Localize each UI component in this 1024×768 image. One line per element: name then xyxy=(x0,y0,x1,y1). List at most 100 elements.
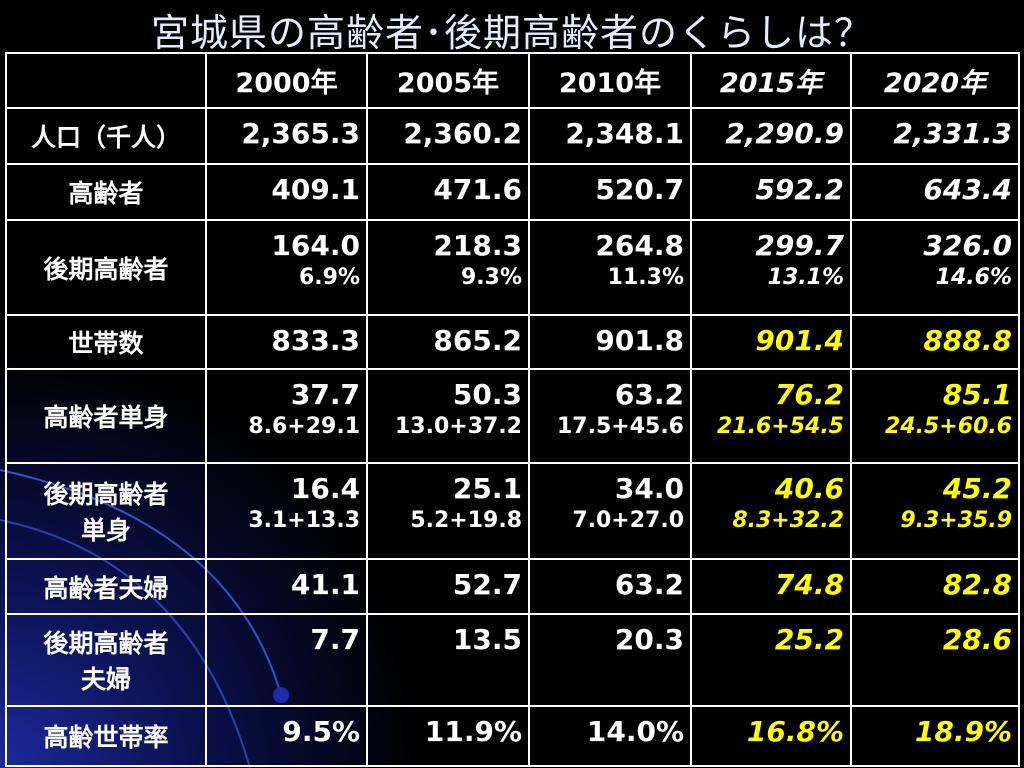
row-label: 高齢世帯率 xyxy=(5,705,207,767)
data-cell: 74.8 xyxy=(690,558,852,615)
cell-sub-value: 8.3+32.2 xyxy=(732,508,844,533)
cell-sub-value: 13.0+37.2 xyxy=(395,414,522,439)
cell-value: 218.3 xyxy=(433,229,522,262)
data-cell: 63.2 xyxy=(528,558,692,615)
row-label-line: 世帯数 xyxy=(68,329,144,358)
cell-value: 85.1 xyxy=(942,378,1012,411)
slide-title: 宮城県の高齢者･後期高齢者のくらしは？ xyxy=(150,11,873,55)
cell-sub-value: 8.6+29.1 xyxy=(248,414,360,439)
row-label: 高齢者夫婦 xyxy=(5,558,207,615)
data-cell: 471.6 xyxy=(366,163,530,221)
cell-value: 888.8 xyxy=(923,324,1012,357)
data-cell: 264.8 11.3% xyxy=(528,219,692,316)
cell-value: 45.2 xyxy=(942,472,1012,505)
data-cell: 9.5% xyxy=(205,705,368,767)
cell-value: 592.2 xyxy=(755,173,844,206)
cell-sub-value: 9.3+35.9 xyxy=(900,508,1012,533)
cell-value: 264.8 xyxy=(595,229,684,262)
data-cell: 76.2 21.6+54.5 xyxy=(690,368,852,464)
cell-value: 14.0% xyxy=(586,715,684,748)
data-cell: 2,365.3 xyxy=(205,107,368,165)
cell-sub-value: 21.6+54.5 xyxy=(717,414,844,439)
cell-sub-value: 6.9% xyxy=(298,265,360,290)
data-cell: 20.3 xyxy=(528,613,692,707)
data-cell: 37.7 8.6+29.1 xyxy=(205,368,368,464)
cell-value: 9.5% xyxy=(282,715,360,748)
cell-sub-value: 17.5+45.6 xyxy=(557,414,684,439)
data-cell: 833.3 xyxy=(205,314,368,370)
cell-value: 25.1 xyxy=(452,472,522,505)
data-cell: 520.7 xyxy=(528,163,692,221)
table-row: 高齢世帯率 9.5% 11.9% 14.0% 16.8% 18.9% xyxy=(5,705,1020,767)
cell-sub-value: 11.3% xyxy=(607,265,684,290)
data-cell: 865.2 xyxy=(366,314,530,370)
data-cell: 13.5 xyxy=(366,613,530,707)
row-label-line: 高齢者単身 xyxy=(43,403,169,432)
data-cell: 901.4 xyxy=(690,314,852,370)
data-cell: 34.0 7.0+27.0 xyxy=(528,462,692,560)
corner-cell xyxy=(5,52,207,109)
cell-value: 520.7 xyxy=(595,173,684,206)
data-cell: 218.3 9.3% xyxy=(366,219,530,316)
data-cell: 2,360.2 xyxy=(366,107,530,165)
cell-sub-value: 13.1% xyxy=(767,265,844,290)
cell-value: 82.8 xyxy=(942,568,1012,601)
data-cell: 63.2 17.5+45.6 xyxy=(528,368,692,464)
cell-value: 25.2 xyxy=(774,623,844,656)
data-table: 2000年 2005年 2010年 2015年 2020年 人口（千人） 2,365.3 2,… xyxy=(5,52,1020,767)
data-cell: 2,290.9 xyxy=(690,107,852,165)
cell-value: 2,331.3 xyxy=(893,117,1012,150)
row-label-line: 後期高齢者 xyxy=(43,254,169,284)
data-cell: 85.1 24.5+60.6 xyxy=(850,368,1020,464)
cell-sub-value: 24.5+60.6 xyxy=(885,414,1012,439)
column-header: 2020年 xyxy=(850,52,1020,109)
table-row: 世帯数 833.3 865.2 901.8 901.4 888.8 xyxy=(5,314,1020,370)
column-header: 2000年 xyxy=(205,52,368,109)
cell-value: 28.6 xyxy=(942,623,1012,656)
table-row: 高齢者 409.1 471.6 520.7 592.2 643.4 xyxy=(5,163,1020,221)
cell-value: 901.8 xyxy=(595,324,684,357)
cell-value: 11.9% xyxy=(424,715,522,748)
data-cell: 11.9% xyxy=(366,705,530,767)
cell-value: 471.6 xyxy=(433,173,522,206)
cell-value: 52.7 xyxy=(452,568,522,601)
cell-value: 63.2 xyxy=(614,378,684,411)
data-cell: 41.1 xyxy=(205,558,368,615)
row-label-line: 夫婦 xyxy=(80,665,131,694)
data-cell: 7.7 xyxy=(205,613,368,707)
data-cell: 16.8% xyxy=(690,705,852,767)
column-header: 2010年 xyxy=(528,52,692,109)
data-cell: 18.9% xyxy=(850,705,1020,767)
column-header: 2005年 xyxy=(366,52,530,109)
data-cell: 25.2 xyxy=(690,613,852,707)
cell-value: 13.5 xyxy=(452,623,522,656)
cell-value: 833.3 xyxy=(271,324,360,357)
cell-value: 643.4 xyxy=(923,173,1012,206)
cell-sub-value: 9.3% xyxy=(460,265,522,290)
cell-value: 41.1 xyxy=(290,568,360,601)
cell-value: 2,290.9 xyxy=(725,117,844,150)
row-label: 後期高齢者 xyxy=(5,219,207,316)
cell-value: 299.7 xyxy=(755,229,844,262)
cell-value: 2,348.1 xyxy=(565,117,684,150)
data-cell: 2,331.3 xyxy=(850,107,1020,165)
row-label-line: 高齢者夫婦 xyxy=(43,573,169,603)
cell-value: 50.3 xyxy=(452,378,522,411)
row-label: 後期高齢者 単身 xyxy=(5,462,207,560)
cell-value: 7.7 xyxy=(310,623,360,656)
cell-value: 20.3 xyxy=(614,623,684,656)
data-cell: 643.4 xyxy=(850,163,1020,221)
row-label: 後期高齢者 夫婦 xyxy=(5,613,207,707)
cell-sub-value: 5.2+19.8 xyxy=(410,508,522,533)
data-cell: 326.0 14.6% xyxy=(850,219,1020,316)
row-label-line: 後期高齢者 xyxy=(43,480,169,509)
data-cell: 52.7 xyxy=(366,558,530,615)
data-cell: 25.1 5.2+19.8 xyxy=(366,462,530,560)
cell-value: 2,365.3 xyxy=(241,117,360,150)
row-label: 高齢者 xyxy=(5,163,207,221)
cell-value: 164.0 xyxy=(271,229,360,262)
cell-sub-value: 7.0+27.0 xyxy=(572,508,684,533)
cell-value: 63.2 xyxy=(614,568,684,601)
cell-value: 2,360.2 xyxy=(403,117,522,150)
